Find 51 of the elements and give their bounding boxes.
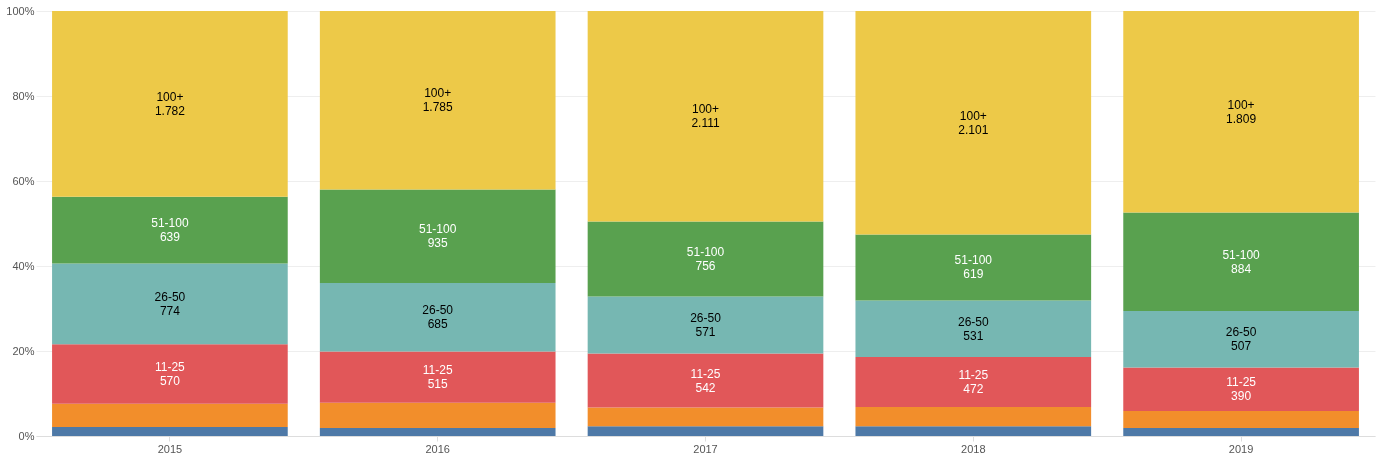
annotation: 531 xyxy=(963,328,984,343)
annotation: 619 xyxy=(963,267,984,282)
series-label: 51-100 xyxy=(954,253,993,268)
text: 26-50 xyxy=(1225,325,1257,340)
y-tick-label: 0% xyxy=(18,429,35,442)
text: 100+ xyxy=(691,102,720,117)
text: 11-25 xyxy=(690,366,721,381)
text: 100+ xyxy=(959,108,987,123)
y-tick-label: 40% xyxy=(12,259,35,272)
annotation: 2.101 xyxy=(958,122,989,137)
annotation: 390 xyxy=(1231,389,1252,404)
y-tick-label: 80% xyxy=(12,89,35,102)
annotation: 542 xyxy=(695,380,716,395)
text: 11-25 xyxy=(154,359,185,374)
annotation: 774 xyxy=(159,303,181,318)
y-tick-label: 100% xyxy=(6,4,35,17)
annotation: 756 xyxy=(695,258,716,273)
series-label: 11-25 xyxy=(1226,375,1257,390)
text: 11-25 xyxy=(958,368,989,383)
annotation: 685 xyxy=(427,317,449,332)
y-tick-label: 20% xyxy=(12,344,35,357)
text: 100+ xyxy=(1227,97,1255,112)
text: 26-50 xyxy=(690,311,721,326)
series-label: 26-50 xyxy=(957,314,989,329)
annotation: 472 xyxy=(963,382,984,397)
x-tick-label: 2015 xyxy=(157,442,183,455)
annotation: 935 xyxy=(427,236,449,251)
annotation: 2.111 xyxy=(691,116,720,131)
annotation: 884 xyxy=(1231,261,1252,276)
annotation: 507 xyxy=(1231,339,1252,354)
text: 100+ xyxy=(156,89,184,104)
annotation: 570 xyxy=(159,373,181,388)
text: 26-50 xyxy=(422,303,454,318)
y-tick-label: 60% xyxy=(12,174,35,187)
annotation: 1.809 xyxy=(1226,111,1257,126)
series-label: 100+ xyxy=(424,86,452,101)
text: 11-25 xyxy=(422,363,453,378)
x-tick-label: 2019 xyxy=(1228,442,1254,455)
annotation: 1.782 xyxy=(154,103,186,118)
text: 51-100 xyxy=(151,216,189,231)
text: 51-100 xyxy=(686,244,725,259)
annotation: 571 xyxy=(695,325,716,340)
annotation: 639 xyxy=(159,230,181,245)
x-tick-label: 2018 xyxy=(961,442,986,455)
x-tick-label: 2016 xyxy=(425,442,450,455)
annotation: 515 xyxy=(427,377,449,392)
text: 51-100 xyxy=(1222,247,1260,262)
annotation: 1.785 xyxy=(422,100,454,115)
x-tick-label: 2017 xyxy=(693,442,718,455)
text: 26-50 xyxy=(154,289,186,304)
text: 51-100 xyxy=(419,222,457,237)
